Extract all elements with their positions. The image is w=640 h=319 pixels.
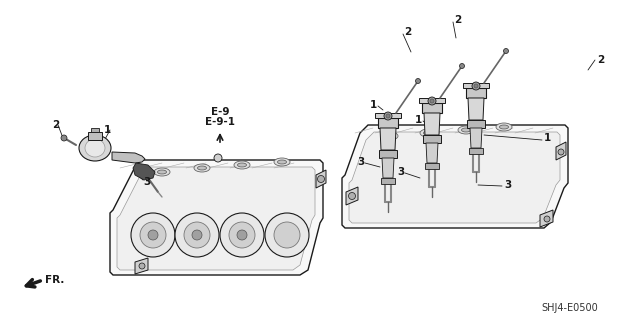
Text: 3: 3: [504, 180, 511, 190]
Polygon shape: [135, 258, 148, 274]
Circle shape: [317, 175, 324, 182]
Text: 1: 1: [104, 125, 111, 135]
Ellipse shape: [154, 168, 170, 176]
Text: 2: 2: [454, 15, 461, 25]
Polygon shape: [375, 113, 401, 118]
Polygon shape: [316, 170, 326, 188]
Text: 2: 2: [597, 55, 604, 65]
Polygon shape: [419, 98, 445, 103]
Circle shape: [61, 135, 67, 141]
Polygon shape: [463, 83, 489, 88]
Ellipse shape: [278, 160, 287, 164]
Ellipse shape: [424, 131, 433, 135]
Circle shape: [214, 154, 222, 162]
Ellipse shape: [237, 163, 246, 167]
Ellipse shape: [382, 132, 398, 140]
Polygon shape: [110, 160, 323, 275]
Circle shape: [415, 78, 420, 84]
Circle shape: [184, 222, 210, 248]
Circle shape: [430, 99, 434, 103]
Text: FR.: FR.: [45, 275, 65, 285]
Polygon shape: [426, 143, 438, 163]
Circle shape: [386, 114, 390, 118]
Circle shape: [274, 222, 300, 248]
Ellipse shape: [496, 123, 512, 131]
Circle shape: [229, 222, 255, 248]
Polygon shape: [469, 148, 483, 154]
Polygon shape: [342, 125, 568, 228]
Circle shape: [384, 112, 392, 120]
Ellipse shape: [461, 128, 470, 132]
Polygon shape: [112, 152, 145, 163]
Ellipse shape: [234, 161, 250, 169]
Text: 2: 2: [404, 27, 412, 37]
Polygon shape: [466, 88, 486, 98]
Polygon shape: [380, 128, 396, 150]
Text: 1: 1: [544, 133, 551, 143]
Circle shape: [474, 84, 478, 88]
Circle shape: [139, 263, 145, 269]
Polygon shape: [88, 132, 102, 140]
Text: 1: 1: [415, 115, 422, 125]
Circle shape: [504, 48, 509, 54]
Circle shape: [192, 230, 202, 240]
Polygon shape: [424, 113, 440, 135]
Polygon shape: [382, 158, 394, 178]
Circle shape: [175, 213, 219, 257]
Text: E-9: E-9: [211, 107, 229, 117]
Ellipse shape: [458, 126, 474, 134]
Circle shape: [131, 213, 175, 257]
Polygon shape: [468, 98, 484, 120]
Text: 2: 2: [52, 120, 60, 130]
Polygon shape: [540, 210, 553, 227]
Polygon shape: [425, 163, 439, 169]
Ellipse shape: [198, 166, 207, 170]
Polygon shape: [117, 167, 315, 270]
Text: E-9-1: E-9-1: [205, 117, 235, 127]
Ellipse shape: [385, 134, 394, 138]
Circle shape: [460, 63, 465, 69]
Polygon shape: [423, 135, 441, 143]
Circle shape: [349, 192, 355, 199]
Polygon shape: [422, 103, 442, 113]
Circle shape: [472, 82, 480, 90]
Polygon shape: [133, 163, 155, 180]
Text: 3: 3: [397, 167, 404, 177]
Ellipse shape: [194, 164, 210, 172]
Polygon shape: [378, 118, 398, 128]
Polygon shape: [349, 132, 560, 223]
Circle shape: [237, 230, 247, 240]
Circle shape: [265, 213, 309, 257]
Polygon shape: [467, 120, 485, 128]
Ellipse shape: [274, 158, 290, 166]
Polygon shape: [556, 142, 566, 160]
Polygon shape: [470, 128, 482, 148]
Ellipse shape: [85, 139, 105, 157]
Polygon shape: [346, 187, 358, 205]
Ellipse shape: [420, 129, 436, 137]
Circle shape: [558, 149, 564, 155]
Ellipse shape: [499, 125, 509, 129]
Polygon shape: [379, 150, 397, 158]
Text: 3: 3: [143, 177, 150, 187]
Ellipse shape: [79, 135, 111, 161]
Text: SHJ4-E0500: SHJ4-E0500: [541, 303, 598, 313]
Text: 3: 3: [357, 157, 364, 167]
Ellipse shape: [157, 170, 166, 174]
Polygon shape: [91, 128, 99, 132]
Circle shape: [428, 97, 436, 105]
Circle shape: [220, 213, 264, 257]
Text: 1: 1: [370, 100, 377, 110]
Polygon shape: [381, 178, 395, 184]
Circle shape: [544, 216, 550, 222]
Circle shape: [140, 222, 166, 248]
Circle shape: [148, 230, 158, 240]
